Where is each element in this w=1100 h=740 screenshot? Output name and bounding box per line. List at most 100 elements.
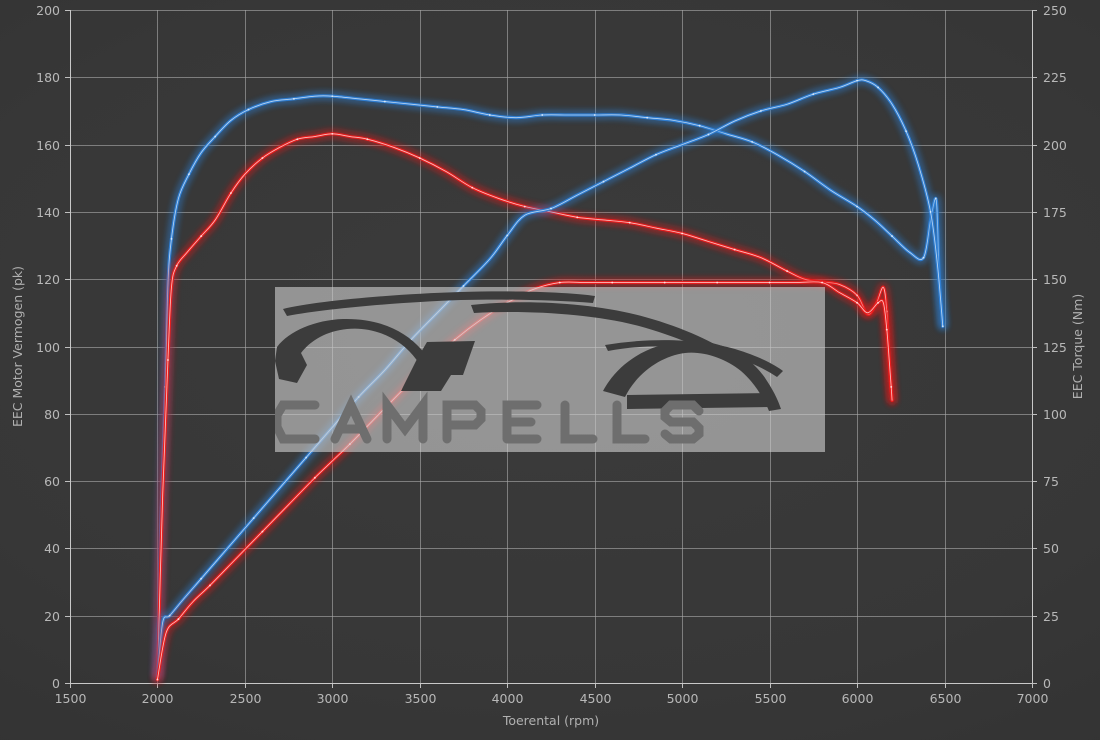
series-1: [154, 92, 947, 679]
data-point: [200, 577, 203, 580]
data-point: [646, 116, 649, 119]
y-tick-label: 40: [44, 541, 60, 556]
y2-tick-label: 0: [1043, 676, 1051, 691]
data-point: [296, 138, 299, 141]
x-tick-label: 5500: [755, 691, 787, 706]
x-tick-label: 1500: [55, 691, 87, 706]
series-centerline: [157, 281, 893, 681]
data-point: [247, 108, 250, 111]
y2-tick-label: 100: [1043, 407, 1067, 422]
data-point: [357, 396, 360, 398]
data-point: [488, 114, 491, 116]
data-point: [506, 301, 509, 304]
y2-tick-label: 75: [1043, 474, 1059, 489]
series-2: [154, 130, 896, 681]
series-centerline: [157, 95, 944, 676]
data-point: [716, 281, 719, 284]
data-point: [856, 79, 859, 82]
series-centerline: [157, 79, 944, 677]
data-point: [331, 132, 334, 135]
data-point: [187, 173, 190, 176]
x-tick-label: 2500: [230, 691, 262, 706]
x-tick-label: 2000: [142, 691, 174, 706]
x-tick-label: 5000: [667, 691, 699, 706]
data-point: [890, 385, 893, 388]
data-point: [655, 153, 657, 156]
series-centerline: [157, 133, 893, 679]
y-axis-title: EEC Motor Vermogen (pk): [10, 266, 25, 427]
data-point: [786, 270, 789, 273]
data-point: [803, 170, 806, 173]
data-point: [261, 530, 264, 533]
x-tick-label: 6000: [842, 691, 874, 706]
data-point: [885, 328, 888, 331]
series-3: [154, 76, 947, 680]
data-point: [922, 256, 925, 259]
axis-layer: [65, 10, 1037, 688]
data-point: [759, 110, 762, 112]
data-point: [252, 517, 255, 520]
y-tick-label: 80: [44, 407, 60, 422]
data-point: [453, 338, 456, 341]
data-point: [698, 124, 701, 127]
y2-tick-label: 25: [1043, 609, 1059, 624]
data-point: [877, 86, 880, 89]
series-line: [155, 78, 945, 678]
data-point: [681, 232, 684, 235]
data-point: [856, 205, 859, 208]
data-point: [929, 210, 932, 213]
data-point: [261, 157, 264, 160]
data-point: [877, 301, 880, 304]
x-tick-label: 7000: [1017, 691, 1049, 706]
data-point: [401, 389, 404, 392]
data-point: [751, 140, 754, 143]
y2-axis-title: EEC Torque (Nm): [1070, 294, 1085, 399]
series-line: [155, 280, 894, 682]
y2-tick-label: 225: [1043, 70, 1067, 85]
y-tick-label: 0: [52, 676, 60, 691]
data-point: [170, 237, 173, 240]
data-point: [541, 114, 544, 116]
y2-tick-label: 175: [1043, 205, 1067, 220]
data-point: [156, 678, 159, 681]
series-glow: [154, 76, 947, 680]
data-point: [200, 235, 203, 238]
data-point: [410, 338, 413, 341]
data-point: [471, 186, 474, 189]
y-tick-label: 140: [36, 205, 60, 220]
data-point: [418, 157, 421, 160]
data-point: [383, 100, 386, 103]
data-point: [167, 359, 169, 361]
data-point: [941, 325, 944, 328]
axis-label-layer: 1500 2000 2500 3000 3500 4000 4500 5000 5500 6000…: [36, 3, 1067, 706]
data-point: [313, 476, 316, 479]
data-point: [602, 180, 605, 183]
y-tick-label: 200: [36, 3, 60, 18]
series-layer: [154, 76, 947, 683]
x-tick-label: 3500: [405, 691, 437, 706]
data-point: [523, 205, 526, 208]
data-point: [611, 281, 614, 284]
y-tick-label: 160: [36, 138, 60, 153]
data-point: [214, 135, 217, 138]
data-point: [856, 294, 859, 297]
y-tick-label: 120: [36, 272, 60, 287]
y-tick-label: 100: [36, 340, 60, 355]
y2-tick-label: 250: [1043, 3, 1067, 18]
data-point: [856, 301, 859, 304]
y2-tick-label: 125: [1043, 340, 1067, 355]
y-tick-label: 20: [44, 609, 60, 624]
data-point: [292, 97, 295, 100]
x-tick-label: 3000: [317, 691, 349, 706]
data-point: [208, 584, 211, 587]
data-point: [768, 281, 771, 284]
data-point: [821, 281, 824, 284]
y-tick-label: 180: [36, 70, 60, 85]
data-point: [707, 133, 710, 136]
data-point: [305, 456, 308, 459]
data-point: [348, 443, 351, 446]
x-tick-label: 6500: [930, 691, 962, 706]
series-glow: [154, 92, 947, 679]
